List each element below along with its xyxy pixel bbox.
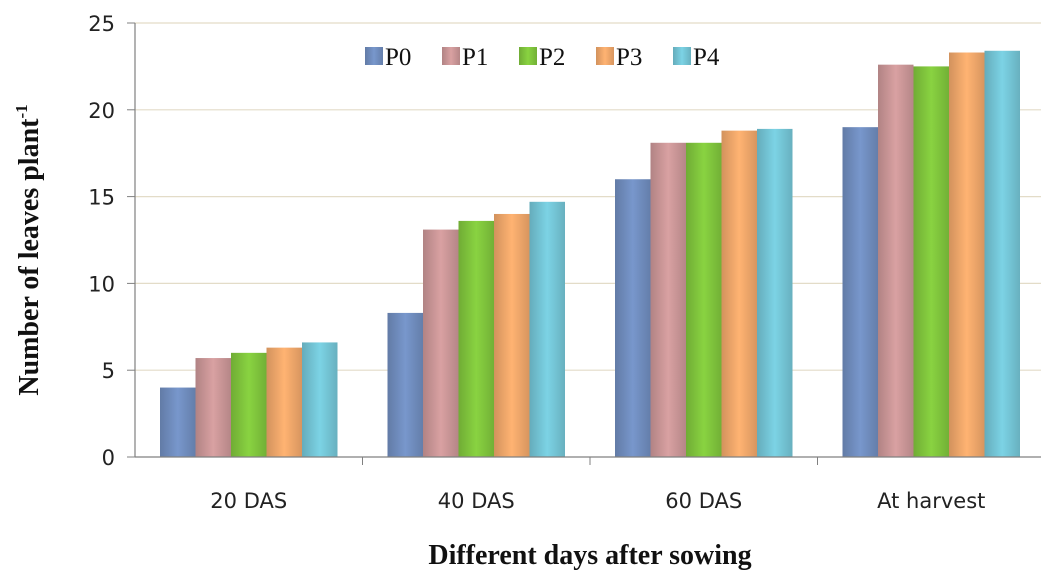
legend-label-p2: P2 bbox=[539, 44, 565, 71]
bar-p1-1 bbox=[423, 229, 459, 457]
bar-p2-3 bbox=[913, 66, 949, 458]
legend-label-p1: P1 bbox=[462, 44, 488, 71]
legend-label-p0: P0 bbox=[385, 44, 411, 71]
y-tick-label: 5 bbox=[102, 359, 115, 383]
x-tick-label: 40 DAS bbox=[438, 489, 515, 513]
y-tick-label: 25 bbox=[88, 12, 115, 36]
bars bbox=[160, 50, 1020, 458]
x-axis-title: Different days after sowing bbox=[428, 540, 751, 571]
bar-p0-3 bbox=[842, 127, 878, 457]
bar-p3-2 bbox=[721, 130, 757, 457]
legend: P0 P1 P2 P3 P4 bbox=[365, 44, 720, 71]
bar-p4-2 bbox=[757, 128, 793, 457]
bar-p2-0 bbox=[231, 352, 267, 457]
y-tick-label: 10 bbox=[88, 272, 115, 296]
x-tick-label: At harvest bbox=[877, 489, 985, 513]
y-axis-title-main: Number of leaves plant bbox=[14, 118, 45, 396]
bar-p2-1 bbox=[458, 220, 494, 457]
bar-p4-1 bbox=[529, 201, 565, 457]
bar-p0-1 bbox=[387, 312, 423, 457]
y-axis-title-superscript: -1 bbox=[12, 104, 31, 118]
legend-swatch-p0 bbox=[365, 47, 383, 65]
y-tick-label: 20 bbox=[88, 99, 115, 123]
bar-p1-2 bbox=[650, 142, 686, 457]
bar-p3-0 bbox=[266, 347, 302, 457]
legend-label-p3: P3 bbox=[616, 44, 642, 71]
y-tick-label: 15 bbox=[88, 186, 115, 210]
bar-p2-2 bbox=[686, 142, 722, 457]
bar-p3-3 bbox=[949, 52, 985, 458]
legend-label-p4: P4 bbox=[693, 44, 720, 71]
y-tick-label: 0 bbox=[102, 446, 115, 470]
bar-p1-0 bbox=[195, 358, 231, 457]
bar-p4-0 bbox=[302, 342, 338, 457]
legend-swatch-p2 bbox=[519, 47, 537, 65]
y-axis-title: Number of leaves plant-1 bbox=[12, 104, 45, 395]
bar-p0-0 bbox=[160, 387, 196, 457]
bar-p4-3 bbox=[984, 50, 1020, 457]
axes: 0 5 10 15 20 25 20 DAS 40 DAS 60 DAS At harvest bbox=[88, 12, 1041, 513]
x-tick-label: 20 DAS bbox=[210, 489, 287, 513]
bar-p0-2 bbox=[615, 179, 651, 458]
bar-p3-1 bbox=[494, 213, 530, 457]
bar-p1-3 bbox=[878, 64, 914, 457]
legend-swatch-p1 bbox=[442, 47, 460, 65]
x-tick-label: 60 DAS bbox=[665, 489, 742, 513]
legend-swatch-p4 bbox=[673, 47, 691, 65]
legend-swatch-p3 bbox=[596, 47, 614, 65]
